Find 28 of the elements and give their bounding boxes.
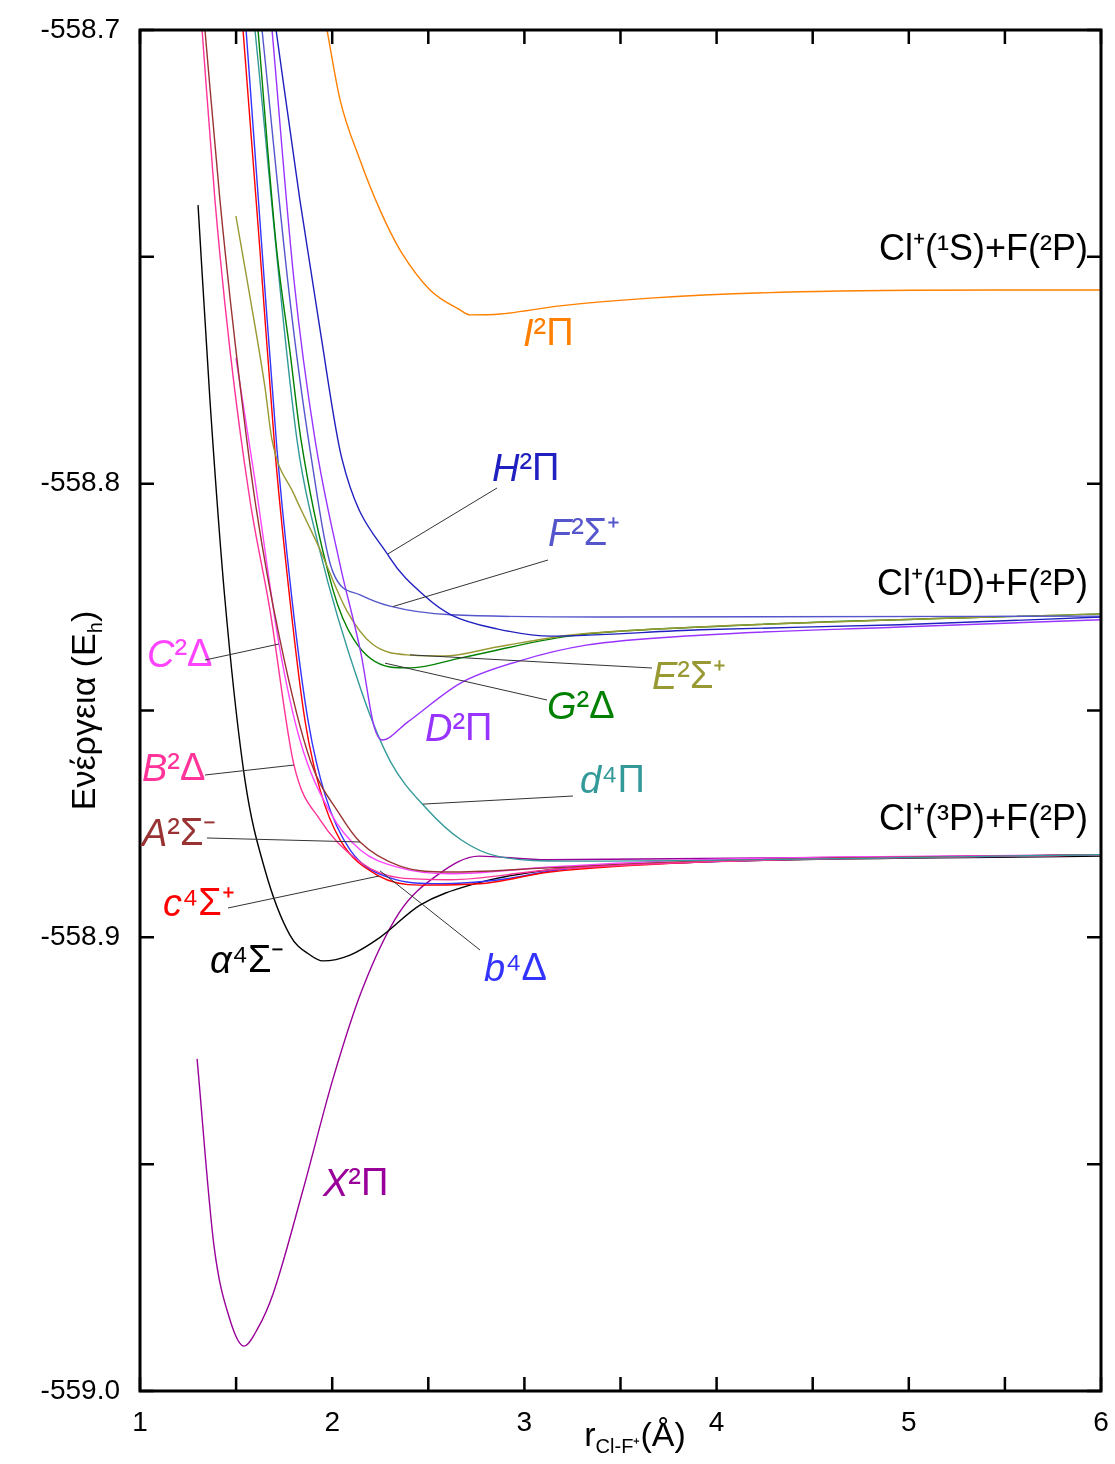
annotation: Cl⁺(¹S)+F(²P) <box>879 226 1089 268</box>
x-tick-label: 6 <box>1093 1405 1109 1437</box>
series-label: X²Π <box>322 1161 389 1204</box>
text: H²Π <box>492 446 560 489</box>
x-tick-label: 2 <box>324 1405 340 1437</box>
series-label: C²Δ <box>147 632 213 675</box>
series-label: G²Δ <box>547 684 615 727</box>
series-label: α⁴Σ⁻ <box>210 938 285 981</box>
y-tick-label: -559.0 <box>40 1373 120 1405</box>
text: B²Δ <box>142 746 206 789</box>
annotation: Cl⁺(¹D)+F(²P) <box>877 561 1088 603</box>
y-tick-label: -558.8 <box>40 466 120 498</box>
series-label: F²Σ⁺ <box>548 511 621 554</box>
series-label: I²Π <box>523 311 574 354</box>
text: A²Σ⁻ <box>140 811 217 854</box>
series-label: d⁴Π <box>580 758 645 801</box>
y-axis-title: Ενέργεια (Eh) <box>64 610 106 811</box>
series-label: E²Σ⁺ <box>652 654 727 697</box>
y-tick-label: -558.7 <box>40 12 120 44</box>
x-tick-label: 1 <box>132 1405 148 1437</box>
y-tick-label: -558.9 <box>40 920 120 952</box>
x-tick-label: 3 <box>516 1405 533 1437</box>
x-tick-label: 5 <box>901 1405 917 1437</box>
series-label: D²Π <box>425 706 493 749</box>
series-label: b⁴Δ <box>484 946 547 989</box>
text: c⁴Σ⁺ <box>163 881 235 924</box>
x-tick-label: 4 <box>708 1405 725 1437</box>
annotation: Cl⁺(³P)+F(²P) <box>879 796 1089 838</box>
